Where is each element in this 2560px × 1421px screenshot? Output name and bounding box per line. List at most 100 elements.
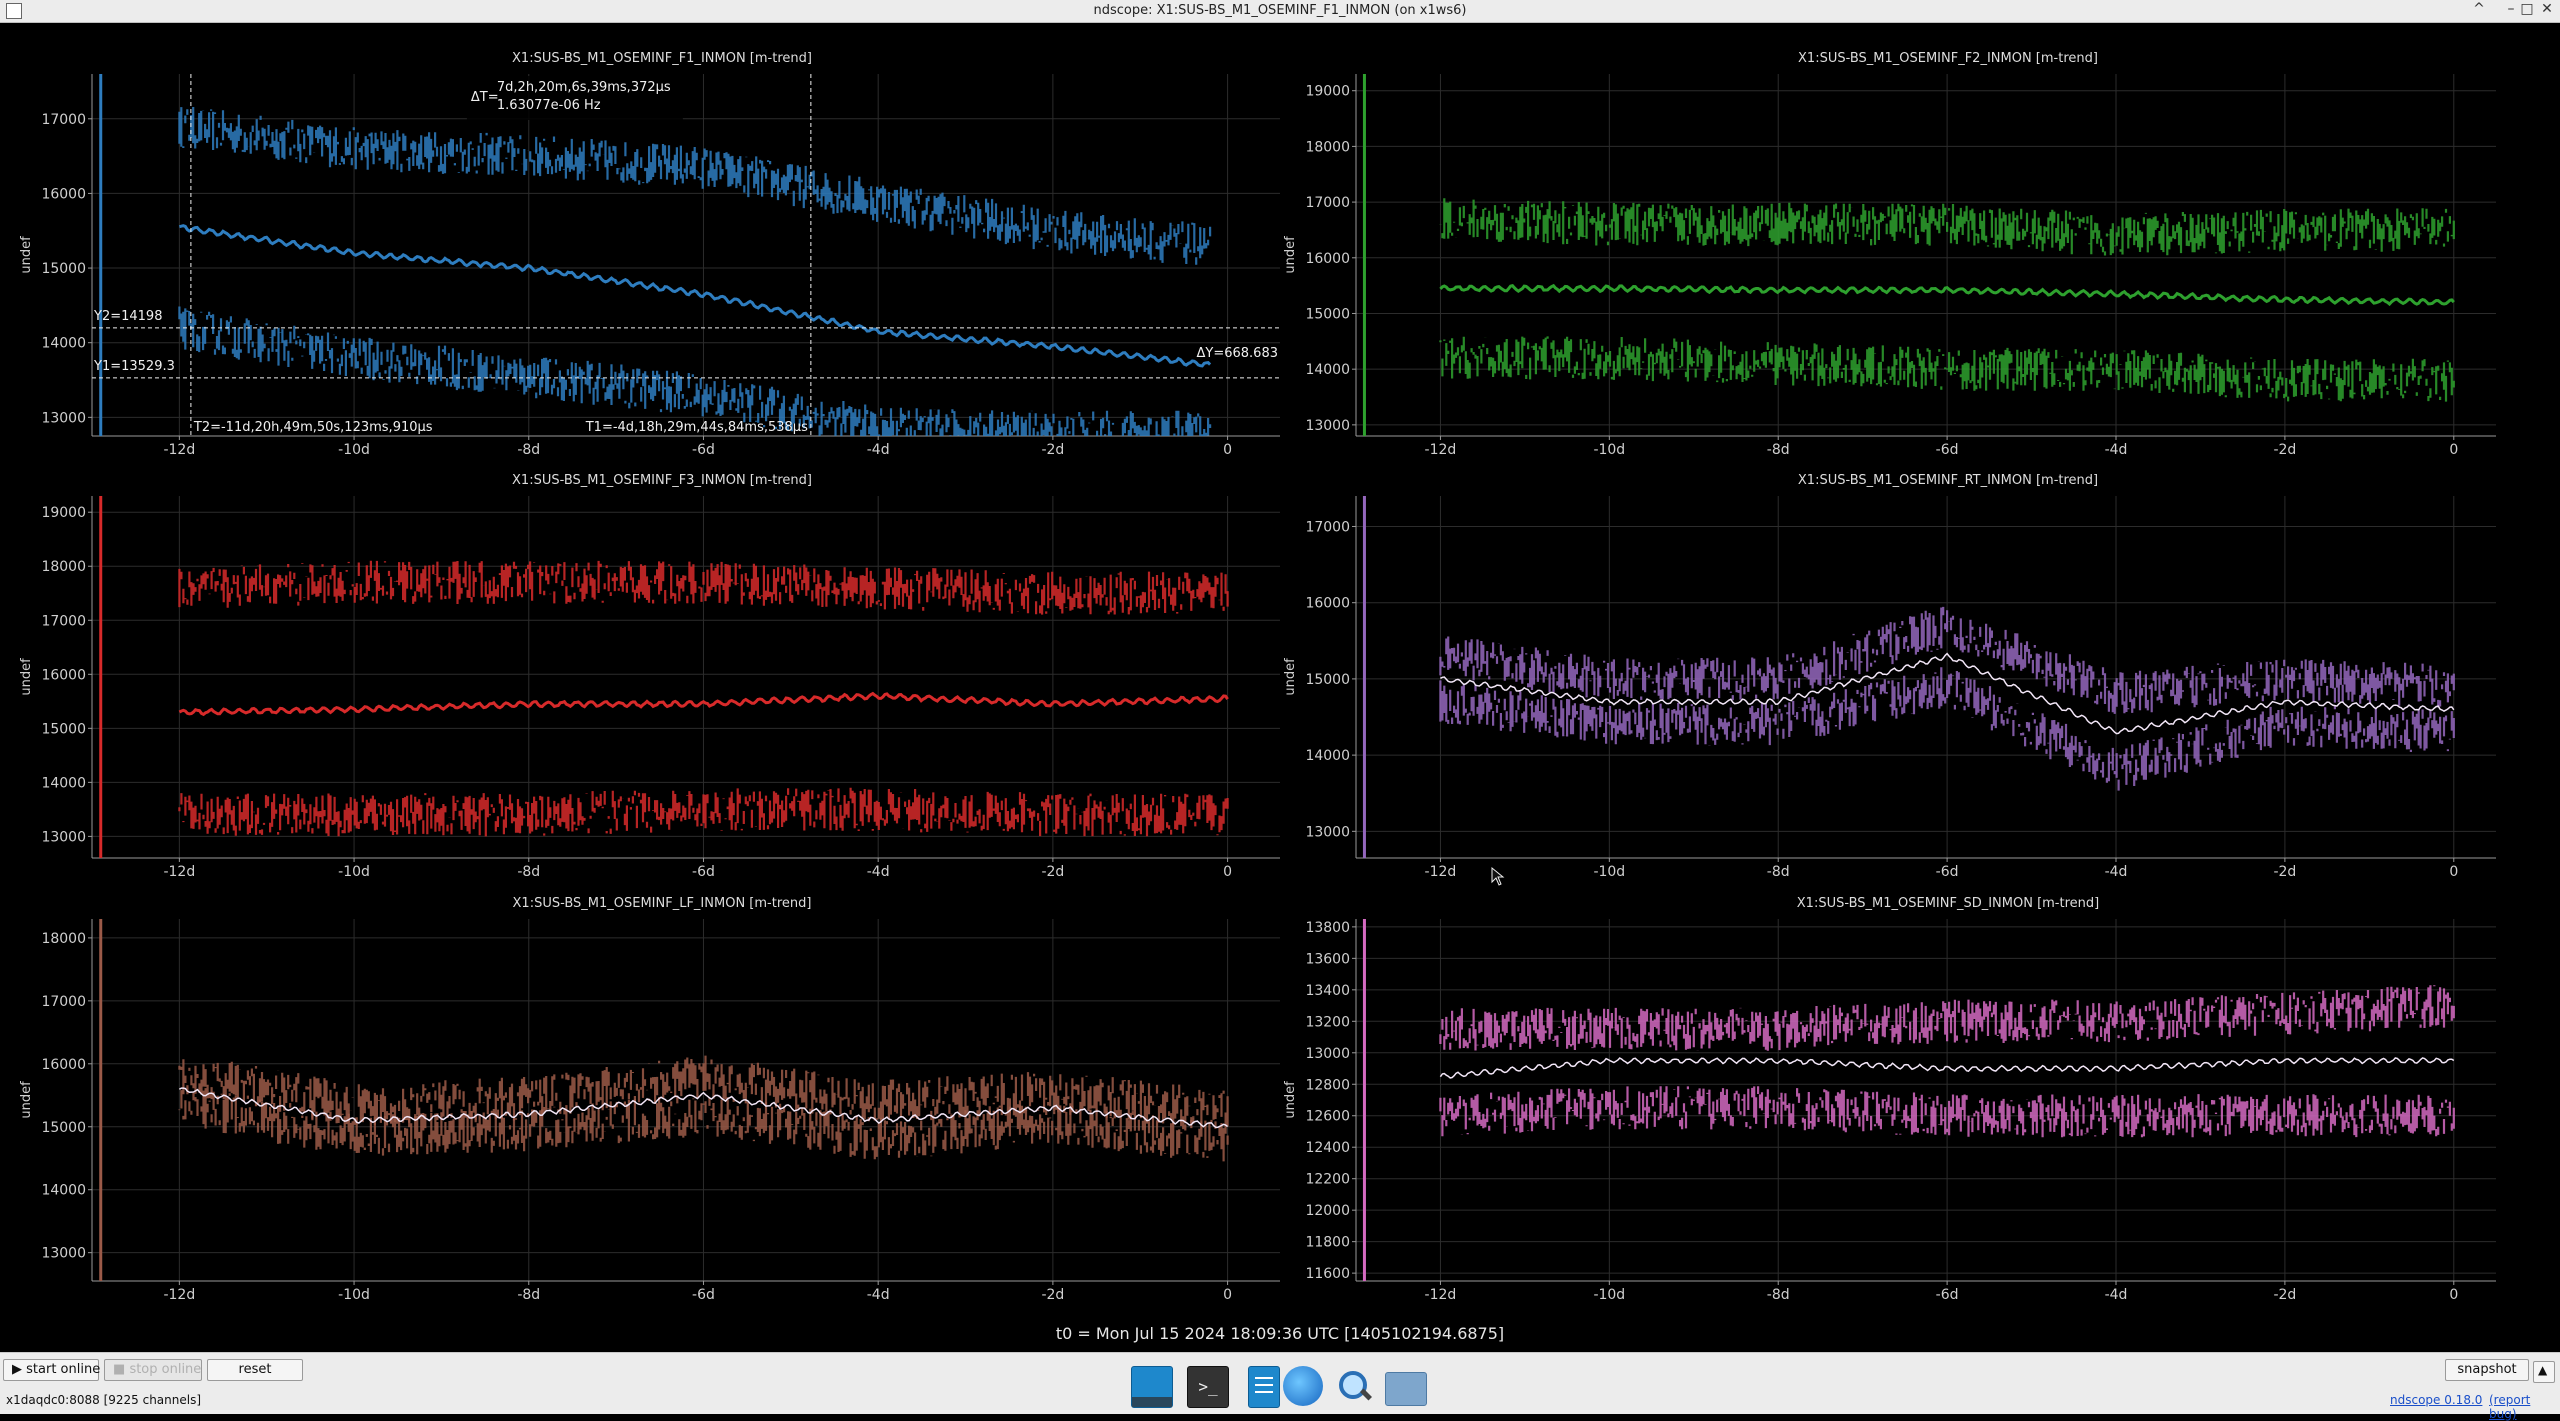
y-tick-label: 18000 bbox=[41, 931, 86, 947]
trace-mean bbox=[1439, 283, 2455, 307]
cursor-y1-label: Y1=13529.3 bbox=[93, 359, 175, 374]
start-online-button[interactable]: ▶ start online bbox=[3, 1359, 100, 1381]
y-tick-label: 16000 bbox=[1305, 596, 1350, 612]
x-tick-label: 0 bbox=[2449, 1287, 2458, 1303]
plot-title: X1:SUS-BS_M1_OSEMINF_SD_INMON [m-trend] bbox=[1797, 896, 2099, 911]
y-tick-label: 12400 bbox=[1305, 1140, 1350, 1156]
y-tick-label: 13400 bbox=[1305, 983, 1350, 999]
x-tick-label: -8d bbox=[1767, 1287, 1790, 1303]
x-tick-label: -6d bbox=[1936, 1287, 1959, 1303]
y-tick-label: 16000 bbox=[41, 1057, 86, 1073]
shade-button[interactable]: ^ bbox=[2473, 1, 2485, 17]
cursor-t2-label: T2=-11d,20h,49m,50s,123ms,910µs bbox=[193, 420, 433, 435]
trace-mean bbox=[179, 224, 1212, 368]
y-axis-label: undef bbox=[19, 1081, 34, 1119]
text-editor-icon[interactable] bbox=[1248, 1366, 1280, 1408]
plot-panel-f3[interactable]: X1:SUS-BS_M1_OSEMINF_F3_INMON [m-trend] … bbox=[19, 473, 1280, 880]
server-status: x1daqdc0:8088 [9225 channels] bbox=[6, 1393, 202, 1407]
y-tick-label: 13000 bbox=[1305, 418, 1350, 434]
minimize-button[interactable]: – bbox=[2507, 1, 2515, 17]
x-tick-label: -2d bbox=[1041, 864, 1064, 880]
x-tick-label: -4d bbox=[867, 442, 890, 458]
close-button[interactable]: ✕ bbox=[2541, 1, 2553, 17]
x-tick-label: -12d bbox=[163, 864, 195, 880]
x-tick-label: -4d bbox=[2105, 1287, 2128, 1303]
trace-mean bbox=[1440, 652, 2455, 735]
y-tick-label: 15000 bbox=[41, 261, 86, 277]
plot-panel-rt[interactable]: X1:SUS-BS_M1_OSEMINF_RT_INMON [m-trend] … bbox=[1283, 473, 2496, 880]
y-tick-label: 13200 bbox=[1305, 1014, 1350, 1030]
y-tick-label: 17000 bbox=[41, 994, 86, 1010]
y-tick-label: 13000 bbox=[1305, 824, 1350, 840]
terminal-icon[interactable]: >_ bbox=[1187, 1366, 1229, 1408]
x-tick-label: -10d bbox=[338, 442, 370, 458]
x-tick-label: -6d bbox=[692, 442, 715, 458]
y-tick-label: 12600 bbox=[1305, 1109, 1350, 1125]
plot-title: X1:SUS-BS_M1_OSEMINF_F2_INMON [m-trend] bbox=[1798, 51, 2098, 66]
plot-grid[interactable]: X1:SUS-BS_M1_OSEMINF_F1_INMON [m-trend] … bbox=[0, 22, 2560, 1352]
browser-icon[interactable] bbox=[1283, 1366, 1323, 1406]
y-tick-label: 17000 bbox=[1305, 195, 1350, 211]
trace-min bbox=[1439, 198, 2455, 256]
x-tick-label: -10d bbox=[338, 1287, 370, 1303]
y-tick-label: 16000 bbox=[1305, 251, 1350, 267]
x-tick-label: -2d bbox=[2273, 442, 2296, 458]
x-tick-label: -10d bbox=[338, 864, 370, 880]
version-link[interactable]: ndscope 0.18.0 bbox=[2390, 1393, 2483, 1407]
y-tick-label: 13600 bbox=[1305, 951, 1350, 967]
trace-max bbox=[1439, 667, 2455, 791]
x-tick-label: 0 bbox=[1223, 864, 1232, 880]
control-bar: ▶ start online ■ stop online reset snaps… bbox=[0, 1352, 2560, 1421]
x-tick-label: -8d bbox=[1767, 442, 1790, 458]
trace-min bbox=[178, 1055, 1229, 1130]
y-tick-label: 14000 bbox=[1305, 362, 1350, 378]
y-axis-label: undef bbox=[19, 658, 34, 696]
x-tick-label: -6d bbox=[692, 1287, 715, 1303]
y-tick-label: 16000 bbox=[41, 667, 86, 683]
reset-button[interactable]: reset bbox=[207, 1359, 303, 1381]
y-tick-label: 17000 bbox=[41, 613, 86, 629]
search-icon[interactable] bbox=[1333, 1366, 1373, 1406]
mouse-cursor-icon bbox=[1491, 866, 1505, 886]
x-tick-label: -8d bbox=[1767, 864, 1790, 880]
trace-max bbox=[178, 787, 1229, 837]
y-tick-label: 17000 bbox=[41, 112, 86, 128]
trace-max bbox=[1439, 1086, 2455, 1138]
folder-icon[interactable] bbox=[1385, 1372, 1427, 1406]
plot-traces bbox=[99, 74, 1212, 436]
x-tick-label: 0 bbox=[1223, 1287, 1232, 1303]
x-tick-label: -6d bbox=[1936, 442, 1959, 458]
plot-panel-sd[interactable]: X1:SUS-BS_M1_OSEMINF_SD_INMON [m-trend] … bbox=[1283, 896, 2496, 1303]
y-tick-label: 13000 bbox=[41, 829, 86, 845]
delta-t-value: 7d,2h,20m,6s,39ms,372µs bbox=[497, 80, 671, 95]
plot-traces bbox=[99, 919, 1229, 1281]
y-tick-label: 19000 bbox=[1305, 84, 1350, 100]
trace-min bbox=[178, 107, 1212, 265]
report-bug-link[interactable]: (report bug) bbox=[2489, 1393, 2531, 1421]
y-tick-label: 12800 bbox=[1305, 1077, 1350, 1093]
x-tick-label: -12d bbox=[1425, 1287, 1457, 1303]
snapshot-button[interactable]: snapshot bbox=[2445, 1359, 2529, 1381]
x-tick-label: -10d bbox=[1593, 442, 1625, 458]
y-axis-label: undef bbox=[1283, 658, 1298, 696]
x-tick-label: -8d bbox=[517, 442, 540, 458]
app-icon[interactable] bbox=[6, 3, 22, 19]
trace-mean bbox=[178, 691, 1229, 717]
trace-min bbox=[1439, 985, 2455, 1051]
desktop-icon[interactable] bbox=[1131, 1366, 1173, 1408]
y-tick-label: 11800 bbox=[1305, 1235, 1350, 1251]
delta-t-frequency: 1.63077e-06 Hz bbox=[497, 98, 601, 113]
plot-panel-f1[interactable]: X1:SUS-BS_M1_OSEMINF_F1_INMON [m-trend] … bbox=[19, 51, 1280, 458]
expand-arrow-button[interactable]: ▲ bbox=[2533, 1361, 2555, 1383]
x-tick-label: 0 bbox=[1223, 442, 1232, 458]
stop-online-button[interactable]: ■ stop online bbox=[104, 1359, 202, 1381]
x-tick-label: -12d bbox=[163, 1287, 195, 1303]
maximize-button[interactable]: □ bbox=[2520, 1, 2534, 17]
trace-mean bbox=[1439, 1057, 2455, 1079]
plot-panel-f2[interactable]: X1:SUS-BS_M1_OSEMINF_F2_INMON [m-trend] … bbox=[1283, 51, 2496, 458]
cursor-dy-label: ΔY=668.683 bbox=[1197, 346, 1279, 361]
plot-area[interactable]: X1:SUS-BS_M1_OSEMINF_F1_INMON [m-trend] … bbox=[0, 22, 2560, 1352]
x-tick-label: -12d bbox=[1425, 864, 1457, 880]
plot-panel-lf[interactable]: X1:SUS-BS_M1_OSEMINF_LF_INMON [m-trend] … bbox=[19, 896, 1280, 1303]
trace-max bbox=[178, 306, 1212, 436]
